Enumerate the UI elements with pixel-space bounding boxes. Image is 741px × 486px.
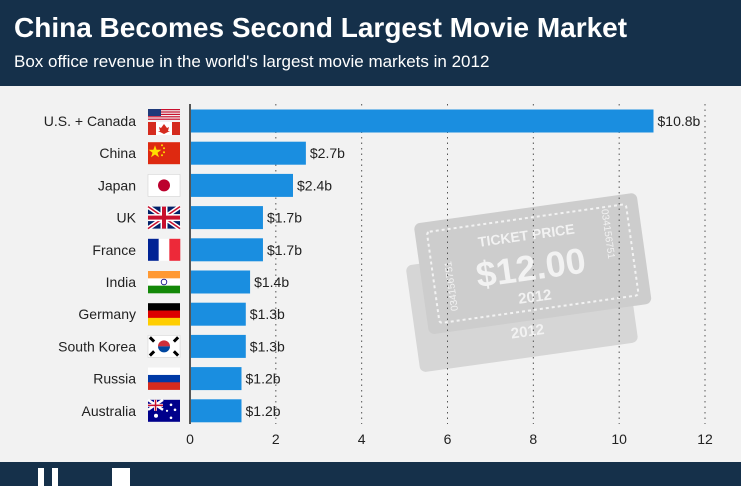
ticket-illustration: 2012 TICKET PRICE $12.00 2012 034156751 …	[406, 193, 652, 372]
ticket-year: 2012	[517, 286, 552, 307]
category-label: Japan	[98, 177, 136, 193]
chart-subtitle: Box office revenue in the world's larges…	[14, 52, 490, 71]
value-label: $1.3b	[250, 306, 285, 322]
cn-flag-icon	[148, 142, 180, 165]
category-labels: U.S. + Canada China Japan UK France India Germ…	[44, 113, 137, 419]
de-flag-icon	[148, 303, 180, 326]
category-label: U.S. + Canada	[44, 113, 136, 129]
x-tick-label: 0	[186, 431, 194, 447]
au-flag-icon	[147, 398, 180, 422]
value-label: $1.7b	[267, 210, 302, 226]
x-tick-label: 12	[697, 431, 713, 447]
us-ca-flag-icon	[148, 109, 180, 135]
creative-commons-icon	[112, 468, 130, 486]
back-ticket-year: 2012	[510, 321, 545, 342]
value-label: $1.3b	[250, 338, 285, 354]
fr-flag-icon	[148, 238, 181, 261]
in-flag-icon	[148, 271, 180, 294]
bar	[191, 302, 246, 326]
statista-logo-fragment-2	[52, 468, 58, 486]
value-label: $2.7b	[310, 145, 345, 161]
bar	[191, 109, 654, 133]
kr-flag-icon	[147, 335, 181, 358]
flags	[146, 109, 182, 422]
bar	[191, 206, 263, 230]
category-label: China	[99, 145, 136, 161]
category-label: UK	[117, 210, 137, 226]
bar-chart: 2012 TICKET PRICE $12.00 2012 034156751 …	[44, 104, 713, 447]
bar	[191, 141, 306, 165]
bar	[191, 238, 263, 262]
bar	[191, 270, 251, 294]
value-label: $1.2b	[246, 403, 281, 419]
value-label: $1.7b	[267, 242, 302, 258]
ticket-perforation	[426, 203, 640, 324]
value-label: $1.2b	[246, 371, 281, 387]
x-tick-label: 10	[611, 431, 627, 447]
bar	[191, 334, 246, 358]
value-label: $2.4b	[297, 177, 332, 193]
grid-lines	[275, 104, 706, 424]
bar	[191, 399, 242, 423]
header-bar	[0, 0, 741, 86]
x-tick-label: 4	[358, 431, 366, 447]
bar	[191, 173, 293, 197]
category-label: South Korea	[58, 338, 136, 354]
chart-title: China Becomes Second Largest Movie Marke…	[14, 12, 628, 43]
category-label: Australia	[82, 403, 137, 419]
bar	[191, 367, 242, 391]
value-label: $10.8b	[658, 113, 701, 129]
statista-logo-fragment	[38, 468, 44, 486]
category-label: India	[106, 274, 137, 290]
x-tick-label: 6	[444, 431, 452, 447]
category-label: Russia	[93, 371, 136, 387]
jp-flag-icon	[147, 174, 181, 197]
x-axis-ticks: 0 2 4 6 8 10 12	[186, 431, 713, 447]
value-labels: $10.8b $2.7b $2.4b $1.7b $1.7b $1.4b $1.3b $1.3…	[246, 113, 701, 419]
category-label: Germany	[78, 306, 136, 322]
ru-flag-icon	[148, 367, 180, 390]
uk-flag-icon	[146, 204, 182, 231]
x-tick-label: 2	[272, 431, 280, 447]
value-label: $1.4b	[254, 274, 289, 290]
bars	[191, 109, 654, 423]
category-label: France	[92, 242, 136, 258]
x-tick-label: 8	[529, 431, 537, 447]
front-ticket-shape	[414, 193, 652, 334]
